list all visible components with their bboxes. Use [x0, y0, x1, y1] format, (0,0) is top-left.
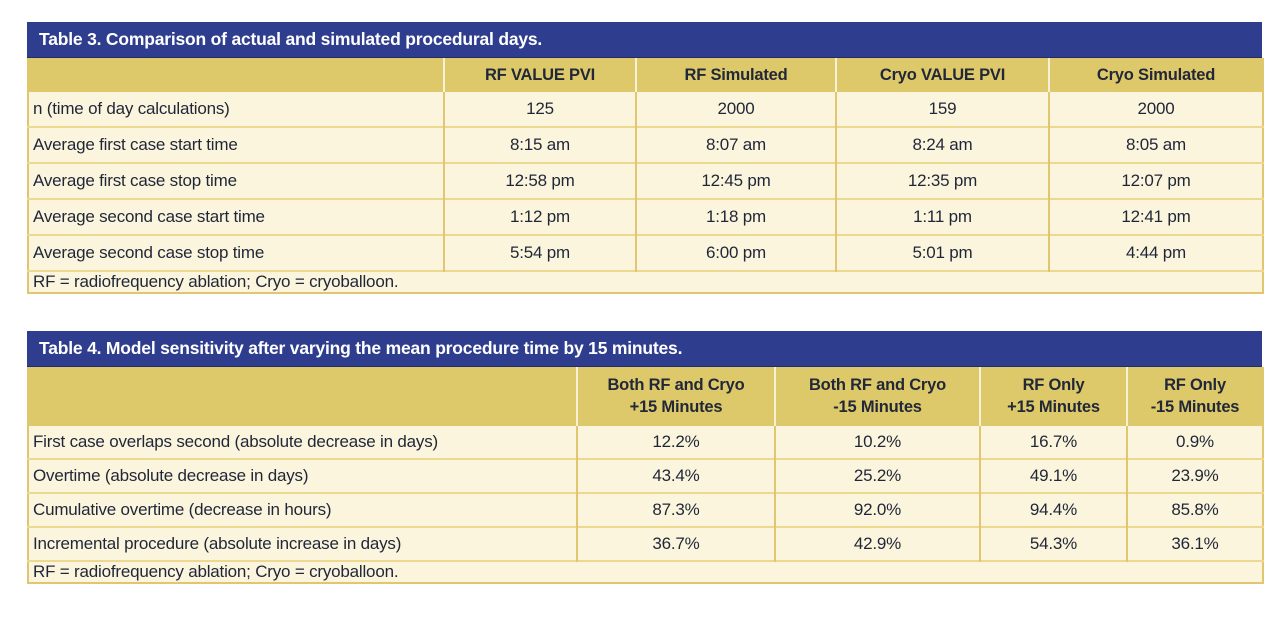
cell-value: 1:18 pm: [635, 198, 836, 235]
table-row: Incremental procedure (absolute increase…: [28, 526, 1263, 561]
cell-value: 5:01 pm: [835, 234, 1049, 271]
table3-header-rf-value-pvi: RF VALUE PVI: [443, 58, 636, 92]
cell-value: 1:12 pm: [443, 198, 636, 235]
header-line2: +15 Minutes: [629, 397, 723, 416]
cell-value: 25.2%: [774, 458, 980, 493]
table4-header-both-minus15: Both RF and Cryo -15 Minutes: [774, 367, 980, 426]
table4-title: Table 4. Model sensitivity after varying…: [39, 338, 683, 358]
cell-value: 36.7%: [576, 526, 775, 561]
cell-value: 2000: [635, 92, 836, 127]
table4-section: Table 4. Model sensitivity after varying…: [27, 331, 1264, 584]
table4-body: First case overlaps second (absolute dec…: [28, 426, 1263, 561]
footnote-row: RF = radiofrequency ablation; Cryo = cry…: [28, 560, 1263, 583]
cell-value: 49.1%: [979, 458, 1127, 493]
cell-value: 10.2%: [774, 426, 980, 459]
table4-header-both-plus15: Both RF and Cryo +15 Minutes: [576, 367, 775, 426]
row-label: Average first case stop time: [28, 162, 444, 199]
header-line2: -15 Minutes: [833, 397, 922, 416]
header-line1: RF Only: [1164, 376, 1226, 395]
table3-header-rf-simulated: RF Simulated: [635, 58, 836, 92]
table4-header-empty-cell: [28, 367, 577, 426]
table-row: First case overlaps second (absolute dec…: [28, 426, 1263, 459]
cell-value: 159: [835, 92, 1049, 127]
table3-footer: RF = radiofrequency ablation; Cryo = cry…: [28, 270, 1263, 293]
table3-title: Table 3. Comparison of actual and simula…: [39, 29, 543, 49]
cell-value: 16.7%: [979, 426, 1127, 459]
table3-header-empty-cell: [28, 58, 444, 92]
cell-value: 94.4%: [979, 492, 1127, 527]
table4-footer: RF = radiofrequency ablation; Cryo = cry…: [28, 560, 1263, 583]
cell-value: 5:54 pm: [443, 234, 636, 271]
table3-body: n (time of day calculations) 125 2000 15…: [28, 92, 1263, 271]
header-line2: +15 Minutes: [1007, 397, 1100, 416]
cell-value: 125: [443, 92, 636, 127]
cell-value: 12:45 pm: [635, 162, 836, 199]
cell-value: 8:24 am: [835, 126, 1049, 163]
cell-value: 8:15 am: [443, 126, 636, 163]
cell-value: 8:07 am: [635, 126, 836, 163]
table-row: Average second case start time 1:12 pm 1…: [28, 198, 1263, 235]
row-label: Overtime (absolute decrease in days): [28, 458, 577, 493]
cell-value: 0.9%: [1126, 426, 1263, 459]
row-label: Average first case start time: [28, 126, 444, 163]
cell-value: 23.9%: [1126, 458, 1263, 493]
row-label: Incremental procedure (absolute increase…: [28, 526, 577, 561]
header-line1: Both RF and Cryo: [808, 376, 947, 395]
cell-value: 87.3%: [576, 492, 775, 527]
cell-value: 36.1%: [1126, 526, 1263, 561]
table4: Both RF and Cryo +15 Minutes Both RF and…: [27, 367, 1264, 584]
row-label: Average second case stop time: [28, 234, 444, 271]
cell-value: 54.3%: [979, 526, 1127, 561]
cell-value: 92.0%: [774, 492, 980, 527]
header-line1: RF Only: [1022, 376, 1085, 395]
cell-value: 43.4%: [576, 458, 775, 493]
cell-value: 12:41 pm: [1048, 198, 1263, 235]
row-label: n (time of day calculations): [28, 92, 444, 127]
header-line2: -15 Minutes: [1150, 397, 1240, 416]
cell-value: 2000: [1048, 92, 1263, 127]
cell-value: 12:35 pm: [835, 162, 1049, 199]
table4-footnote: RF = radiofrequency ablation; Cryo = cry…: [28, 560, 1263, 583]
cell-value: 8:05 am: [1048, 126, 1263, 163]
cell-value: 85.8%: [1126, 492, 1263, 527]
table-row: Average first case stop time 12:58 pm 12…: [28, 162, 1263, 199]
table3: RF VALUE PVI RF Simulated Cryo VALUE PVI…: [27, 58, 1264, 294]
cell-value: 1:11 pm: [835, 198, 1049, 235]
row-label: Cumulative overtime (decrease in hours): [28, 492, 577, 527]
cell-value: 42.9%: [774, 526, 980, 561]
cell-value: 12:58 pm: [443, 162, 636, 199]
table3-title-bar: Table 3. Comparison of actual and simula…: [27, 22, 1262, 58]
table4-header-rfonly-minus15: RF Only -15 Minutes: [1126, 367, 1263, 426]
table-row: Average second case stop time 5:54 pm 6:…: [28, 234, 1263, 271]
table3-header-row: RF VALUE PVI RF Simulated Cryo VALUE PVI…: [28, 58, 1263, 92]
cell-value: 6:00 pm: [635, 234, 836, 271]
table3-header-cryo-value-pvi: Cryo VALUE PVI: [835, 58, 1049, 92]
table-row: n (time of day calculations) 125 2000 15…: [28, 92, 1263, 127]
table3-footnote: RF = radiofrequency ablation; Cryo = cry…: [28, 270, 1263, 293]
cell-value: 12:07 pm: [1048, 162, 1263, 199]
table3-header: RF VALUE PVI RF Simulated Cryo VALUE PVI…: [28, 58, 1263, 92]
table-row: Overtime (absolute decrease in days) 43.…: [28, 458, 1263, 493]
table-row: Cumulative overtime (decrease in hours) …: [28, 492, 1263, 527]
table4-header-rfonly-plus15: RF Only +15 Minutes: [979, 367, 1127, 426]
cell-value: 12.2%: [576, 426, 775, 459]
table3-header-cryo-simulated: Cryo Simulated: [1048, 58, 1263, 92]
cell-value: 4:44 pm: [1048, 234, 1263, 271]
table3-section: Table 3. Comparison of actual and simula…: [27, 22, 1264, 294]
header-line1: Both RF and Cryo: [607, 376, 745, 395]
table-row: Average first case start time 8:15 am 8:…: [28, 126, 1263, 163]
table4-header: Both RF and Cryo +15 Minutes Both RF and…: [28, 367, 1263, 426]
row-label: Average second case start time: [28, 198, 444, 235]
row-label: First case overlaps second (absolute dec…: [28, 426, 577, 459]
table4-title-bar: Table 4. Model sensitivity after varying…: [27, 331, 1262, 367]
table4-header-row: Both RF and Cryo +15 Minutes Both RF and…: [28, 367, 1263, 426]
footnote-row: RF = radiofrequency ablation; Cryo = cry…: [28, 270, 1263, 293]
